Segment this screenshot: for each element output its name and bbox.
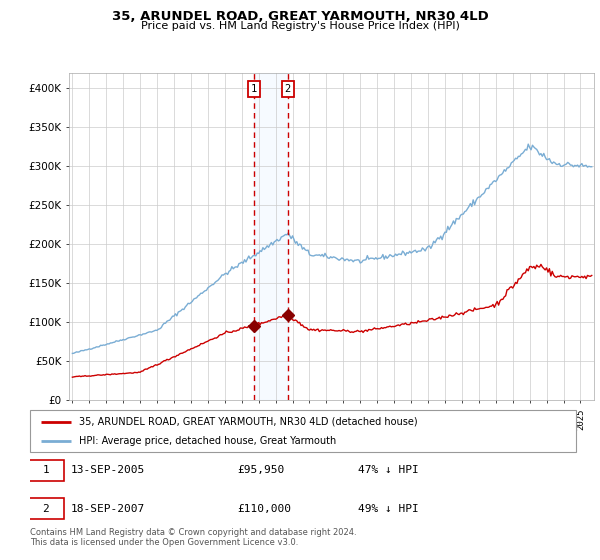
Text: HPI: Average price, detached house, Great Yarmouth: HPI: Average price, detached house, Grea… [79,436,337,446]
Bar [254,73,287,400]
Text: £95,950: £95,950 [238,465,285,475]
Text: 49% ↓ HPI: 49% ↓ HPI [358,503,418,514]
Text: 13-SEP-2005: 13-SEP-2005 [71,465,145,475]
FancyBboxPatch shape [27,460,64,480]
Text: 18-SEP-2007: 18-SEP-2007 [71,503,145,514]
Text: 2: 2 [43,503,49,514]
FancyBboxPatch shape [27,498,64,519]
Text: 35, ARUNDEL ROAD, GREAT YARMOUTH, NR30 4LD (detached house): 35, ARUNDEL ROAD, GREAT YARMOUTH, NR30 4… [79,417,418,427]
Text: Contains HM Land Registry data © Crown copyright and database right 2024.
This d: Contains HM Land Registry data © Crown c… [30,528,356,547]
Text: 47% ↓ HPI: 47% ↓ HPI [358,465,418,475]
Text: 1: 1 [43,465,49,475]
Text: Price paid vs. HM Land Registry's House Price Index (HPI): Price paid vs. HM Land Registry's House … [140,21,460,31]
Text: £110,000: £110,000 [238,503,292,514]
Text: 1: 1 [251,84,257,94]
Text: 35, ARUNDEL ROAD, GREAT YARMOUTH, NR30 4LD: 35, ARUNDEL ROAD, GREAT YARMOUTH, NR30 4… [112,10,488,23]
FancyBboxPatch shape [30,410,576,452]
Text: 2: 2 [284,84,291,94]
